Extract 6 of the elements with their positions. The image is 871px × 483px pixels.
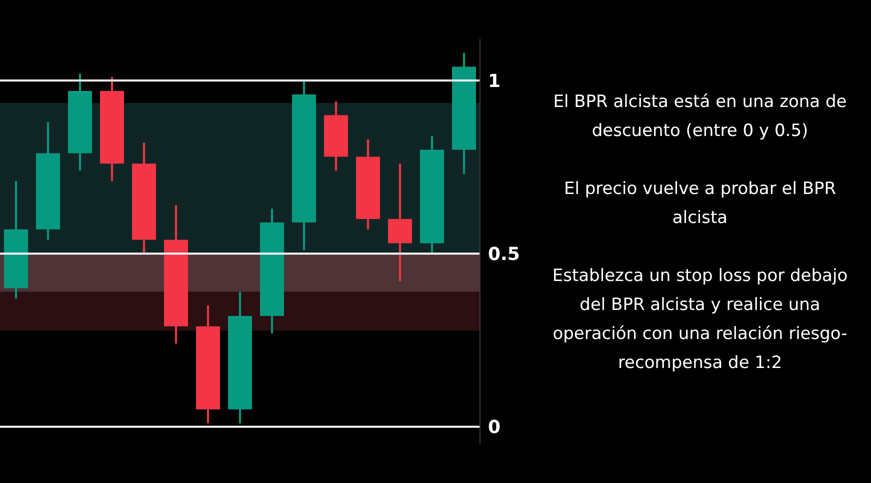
text: El precio vuelve a probar el BPR alcista [562, 178, 838, 230]
y-tick-label: 0.5 [488, 244, 520, 266]
y-tick-label: 0 [488, 417, 501, 438]
text: Establezca un stop loss por debajo del BPR alcista y realice una operación con una relación riesgo-recompensa de 1:2 [551, 265, 849, 375]
text: El BPR alcista está en una zona de descuento (entre 0 y 0.5) [552, 91, 848, 143]
y-tick-label: 1 [488, 70, 501, 92]
